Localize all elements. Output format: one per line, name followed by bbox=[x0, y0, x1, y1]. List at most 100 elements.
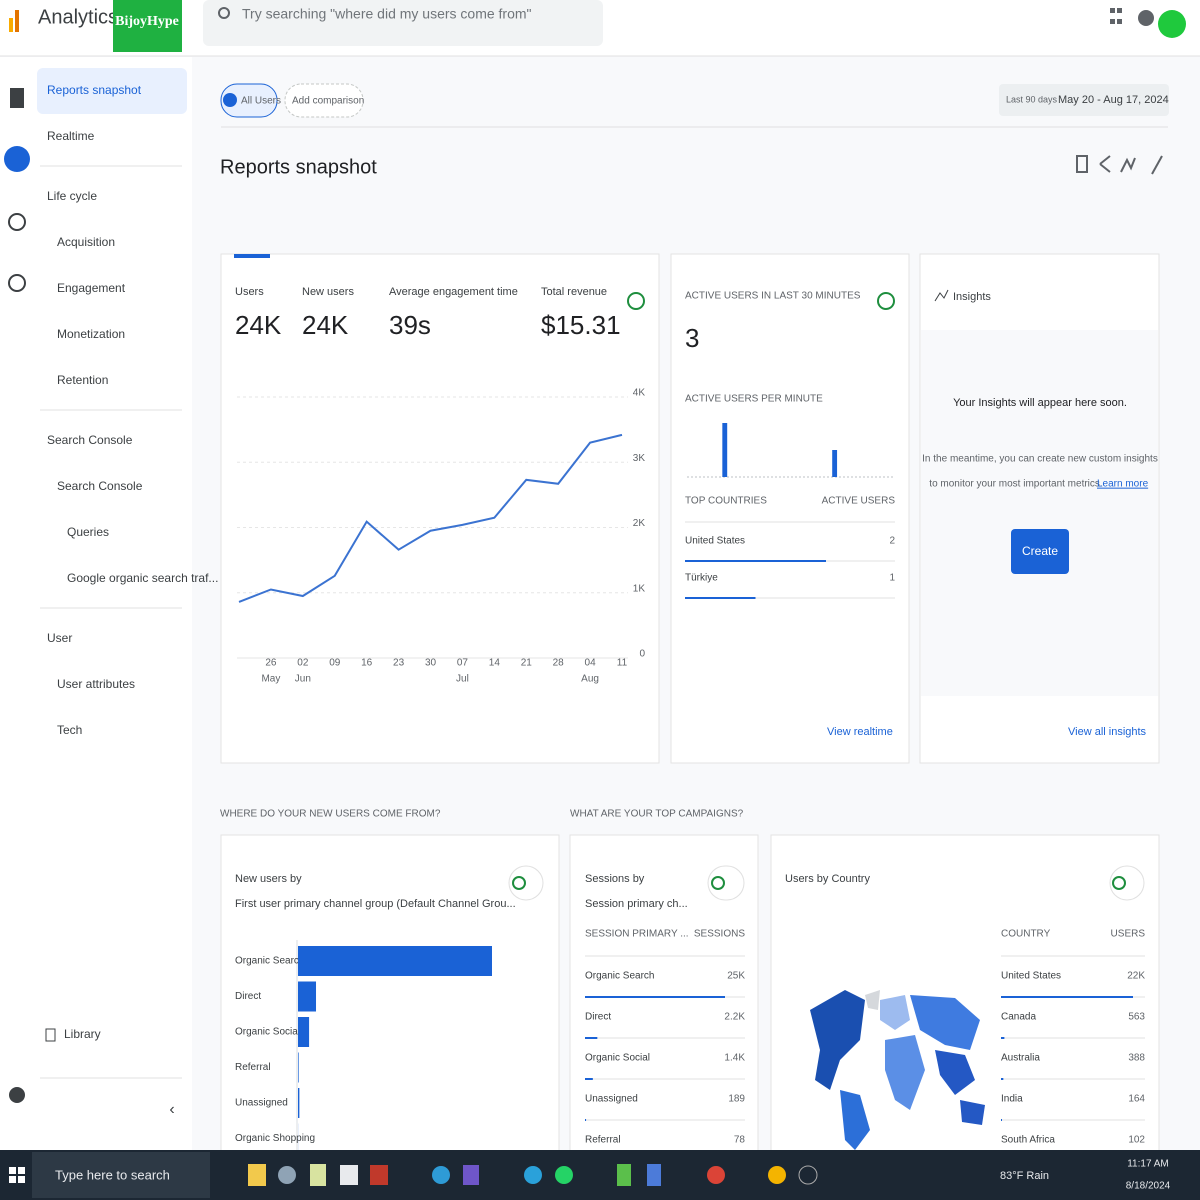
nav-item[interactable]: Realtime bbox=[47, 129, 95, 143]
date-prefix[interactable]: Last 90 days bbox=[1006, 94, 1058, 104]
metric-label: Users bbox=[235, 286, 264, 298]
learn-more[interactable]: Learn more bbox=[1097, 479, 1149, 490]
nav-item[interactable]: Monetization bbox=[57, 327, 125, 341]
bar bbox=[298, 1052, 299, 1083]
app-name: Analytics bbox=[38, 6, 118, 28]
nav-item[interactable]: Google organic search traf... bbox=[67, 571, 218, 585]
insights-message: Your Insights will appear here soon. bbox=[953, 397, 1127, 409]
insights-icon bbox=[934, 289, 949, 302]
start-button[interactable] bbox=[9, 1167, 25, 1183]
bar bbox=[298, 946, 492, 976]
table-header: USERS bbox=[1111, 929, 1146, 940]
per-minute-title: ACTIVE USERS PER MINUTE bbox=[685, 394, 823, 405]
nav-item[interactable]: Engagement bbox=[57, 281, 126, 295]
home-icon[interactable] bbox=[10, 88, 24, 108]
nav-item[interactable]: Acquisition bbox=[57, 235, 115, 249]
nav-section[interactable]: User bbox=[47, 631, 72, 645]
search-placeholder[interactable]: Try searching "where did my users come f… bbox=[242, 6, 532, 22]
add-comparison-label[interactable]: Add comparison bbox=[292, 96, 364, 107]
row-value: 189 bbox=[728, 1094, 745, 1105]
row-label: United States bbox=[1001, 971, 1061, 982]
create-button[interactable] bbox=[1011, 529, 1069, 574]
row-bar bbox=[1001, 1037, 1005, 1039]
x-tick-label: May bbox=[261, 674, 280, 685]
view-insights[interactable]: View all insights bbox=[1068, 726, 1147, 738]
compare-button[interactable] bbox=[1109, 865, 1145, 901]
apps-icon[interactable] bbox=[1110, 8, 1122, 24]
row-bar bbox=[585, 1078, 593, 1080]
settings-icon[interactable] bbox=[9, 1087, 25, 1103]
x-tick-label: 14 bbox=[489, 658, 501, 669]
weather[interactable]: 83°F Rain bbox=[1000, 1170, 1049, 1182]
chip-label[interactable]: All Users bbox=[241, 96, 281, 107]
row-bar bbox=[585, 1119, 587, 1121]
nav-item[interactable]: Search Console bbox=[57, 479, 143, 493]
row-label: India bbox=[1001, 1094, 1023, 1105]
nav-item[interactable]: Reports snapshot bbox=[47, 83, 142, 97]
row-label: Organic Search bbox=[585, 971, 654, 982]
insights-title: Insights bbox=[953, 291, 991, 303]
collapse-button[interactable]: ‹ bbox=[169, 1101, 174, 1118]
nav-item[interactable]: Library bbox=[64, 1027, 101, 1041]
taskbar-search-text[interactable]: Type here to search bbox=[55, 1167, 170, 1182]
account-badge[interactable] bbox=[113, 0, 182, 52]
x-tick-label: 26 bbox=[265, 658, 277, 669]
row-bar bbox=[685, 597, 756, 599]
table-header: ACTIVE USERS bbox=[822, 496, 896, 507]
status-icon bbox=[627, 292, 645, 310]
row-value: 563 bbox=[1128, 1012, 1145, 1023]
nav-section[interactable]: Search Console bbox=[47, 433, 133, 447]
view-realtime[interactable]: View realtime bbox=[827, 726, 893, 738]
row-label: South Africa bbox=[1001, 1135, 1055, 1146]
nav-item[interactable]: Tech bbox=[57, 723, 82, 737]
add-comparison[interactable] bbox=[284, 83, 364, 118]
x-tick-label: Aug bbox=[581, 674, 599, 685]
clock-time[interactable]: 11:17 AM bbox=[1127, 1159, 1169, 1170]
nav-item[interactable]: User attributes bbox=[57, 677, 135, 691]
nav-section[interactable]: Life cycle bbox=[47, 189, 97, 203]
all-users-chip[interactable] bbox=[220, 83, 278, 118]
card-subtitle[interactable]: First user primary channel group (Defaul… bbox=[235, 898, 516, 910]
x-tick-label: Jul bbox=[456, 674, 469, 685]
account-name[interactable]: BijoyHype bbox=[115, 14, 179, 29]
logo bbox=[15, 10, 19, 32]
search-box[interactable] bbox=[203, 0, 603, 46]
page-actions[interactable] bbox=[1076, 155, 1163, 175]
help-icon[interactable] bbox=[1138, 10, 1154, 26]
date-picker[interactable] bbox=[999, 84, 1169, 116]
metric-label: New users bbox=[302, 286, 354, 298]
compare-button[interactable] bbox=[707, 865, 745, 901]
clock-date[interactable]: 8/18/2024 bbox=[1126, 1181, 1171, 1192]
selected-item bbox=[37, 68, 187, 114]
x-tick-label: 21 bbox=[521, 658, 533, 669]
insights-body-line: In the meantime, you can create new cust… bbox=[922, 454, 1158, 465]
library-icon bbox=[45, 1028, 56, 1042]
row-value: 25K bbox=[727, 971, 745, 982]
status-icon bbox=[1112, 876, 1126, 890]
y-tick-label: Organic Search bbox=[235, 956, 304, 967]
x-tick-label: 04 bbox=[585, 658, 597, 669]
metric-value: 39s bbox=[389, 310, 431, 340]
taskbar-apps[interactable] bbox=[248, 1164, 818, 1186]
nav-item[interactable]: Queries bbox=[67, 525, 109, 539]
y-tick-label: Referral bbox=[235, 1062, 271, 1073]
status-icon bbox=[512, 876, 526, 890]
advertising-icon[interactable] bbox=[8, 274, 26, 292]
create-button-label[interactable]: Create bbox=[1022, 544, 1058, 558]
bar bbox=[298, 1088, 300, 1118]
x-tick-label: 07 bbox=[457, 658, 469, 669]
row-label: Referral bbox=[585, 1135, 621, 1146]
date-range[interactable]: May 20 - Aug 17, 2024 bbox=[1058, 94, 1169, 106]
row-bar bbox=[585, 1037, 598, 1039]
taskbar-search[interactable] bbox=[32, 1152, 210, 1198]
realtime-value: 3 bbox=[685, 323, 699, 353]
avatar[interactable] bbox=[1158, 10, 1186, 38]
row-bar bbox=[1001, 1078, 1004, 1080]
card-subtitle[interactable]: Session primary ch... bbox=[585, 898, 688, 910]
y-tick-label: 4K bbox=[633, 388, 646, 399]
nav-item[interactable]: Retention bbox=[57, 373, 108, 387]
reports-icon[interactable] bbox=[4, 146, 30, 172]
line bbox=[238, 433, 623, 603]
explore-icon[interactable] bbox=[8, 213, 26, 231]
